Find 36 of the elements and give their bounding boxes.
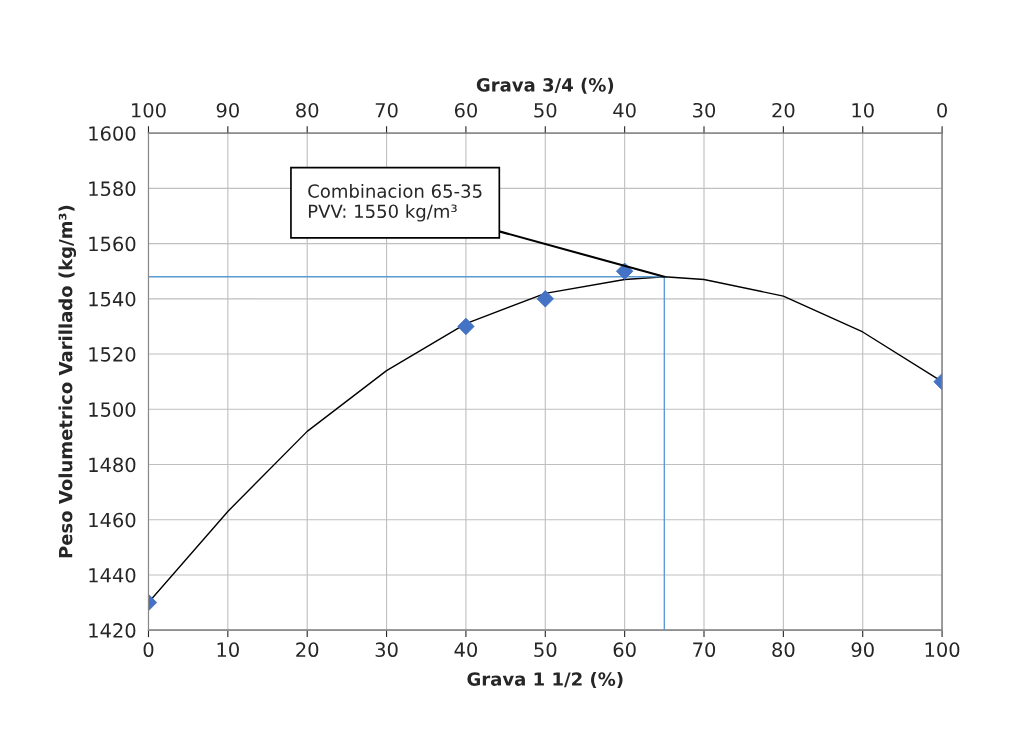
x2-tick-label: 90 <box>216 102 239 118</box>
x2-tick-label: 70 <box>375 102 398 118</box>
x-tick-label: 20 <box>296 642 319 658</box>
x-tick-label: 60 <box>613 642 636 658</box>
x2-tick-label: 80 <box>296 102 319 118</box>
y-tick-label: 1460 <box>89 512 136 528</box>
x-tick-label: 40 <box>454 642 477 658</box>
y-tick-label: 1480 <box>89 457 136 473</box>
x-axis-title: Grava 1 1/2 (%) <box>467 671 623 688</box>
x2-tick-label: 30 <box>693 102 716 118</box>
y-tick-label: 1420 <box>89 623 136 638</box>
x2-tick-label: 50 <box>534 102 557 118</box>
y-tick-label: 1600 <box>89 126 136 141</box>
y-tick-label: 1440 <box>89 567 136 583</box>
x2-tick-label: 40 <box>613 102 636 118</box>
x2-tick-label: 0 <box>937 102 947 118</box>
x-tick-label: 100 <box>925 642 960 658</box>
y-axis-title: Peso Volumetrico Varillado (kg/m³) <box>58 205 77 558</box>
x2-tick-label: 100 <box>132 102 166 118</box>
x-tick-label: 30 <box>375 642 398 658</box>
x-tick-label: 80 <box>772 642 795 658</box>
x-tick-label: 90 <box>851 642 874 658</box>
annotation: Combinacion 65-35 PVV: 1550 kg/m³ <box>308 183 482 222</box>
x2-tick-label: 10 <box>852 102 874 118</box>
y-tick-label: 1520 <box>89 347 136 362</box>
x-tick-label: 70 <box>693 642 716 658</box>
y-tick-label: 1560 <box>89 236 136 252</box>
x-tick-label: 0 <box>143 642 154 658</box>
x2-tick-label: 20 <box>772 102 795 118</box>
x2-axis-title: Grava 3/4 (%) <box>476 77 614 94</box>
y-tick-label: 1580 <box>89 181 136 197</box>
x2-tick-label: 60 <box>454 102 477 118</box>
y-tick-label: 1540 <box>89 291 136 307</box>
x-tick-label: 50 <box>534 642 557 658</box>
y-tick-label: 1500 <box>89 402 136 417</box>
x-tick-label: 10 <box>217 642 239 658</box>
